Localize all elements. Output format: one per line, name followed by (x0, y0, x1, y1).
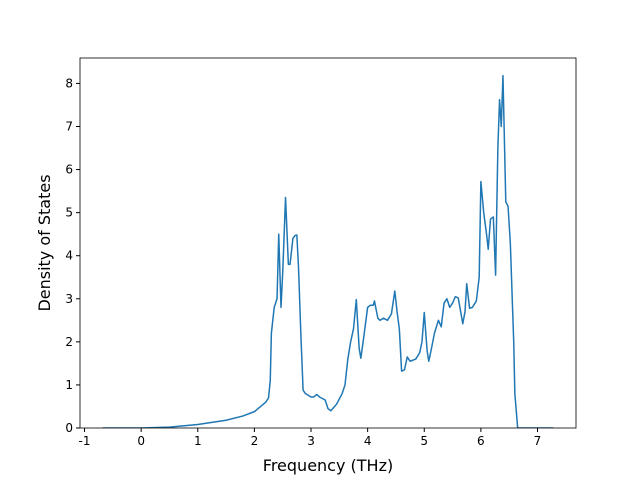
y-tick-label: 7 (65, 119, 73, 133)
x-tick-label: 5 (420, 434, 428, 448)
y-axis-label: Density of States (35, 174, 54, 311)
x-tick-label: 4 (364, 434, 372, 448)
x-axis-label: Frequency (THz) (263, 456, 393, 475)
x-tick-label: 1 (194, 434, 202, 448)
x-tick-label: -1 (79, 434, 91, 448)
x-tick-label: 3 (307, 434, 315, 448)
x-tick-label: 0 (137, 434, 145, 448)
plot-frame (79, 57, 577, 429)
x-tick-label: 7 (534, 434, 542, 448)
y-tick-label: 3 (65, 292, 73, 306)
y-tick-label: 4 (65, 249, 73, 263)
y-tick-label: 1 (65, 378, 73, 392)
y-tick-label: 5 (65, 206, 73, 220)
y-tick-label: 2 (65, 335, 73, 349)
y-tick-label: 0 (65, 421, 73, 435)
y-tick-label: 6 (65, 163, 73, 177)
y-tick-label: 8 (65, 76, 73, 90)
x-tick-label: 2 (251, 434, 259, 448)
x-tick-label: 6 (477, 434, 485, 448)
line (102, 74, 554, 428)
